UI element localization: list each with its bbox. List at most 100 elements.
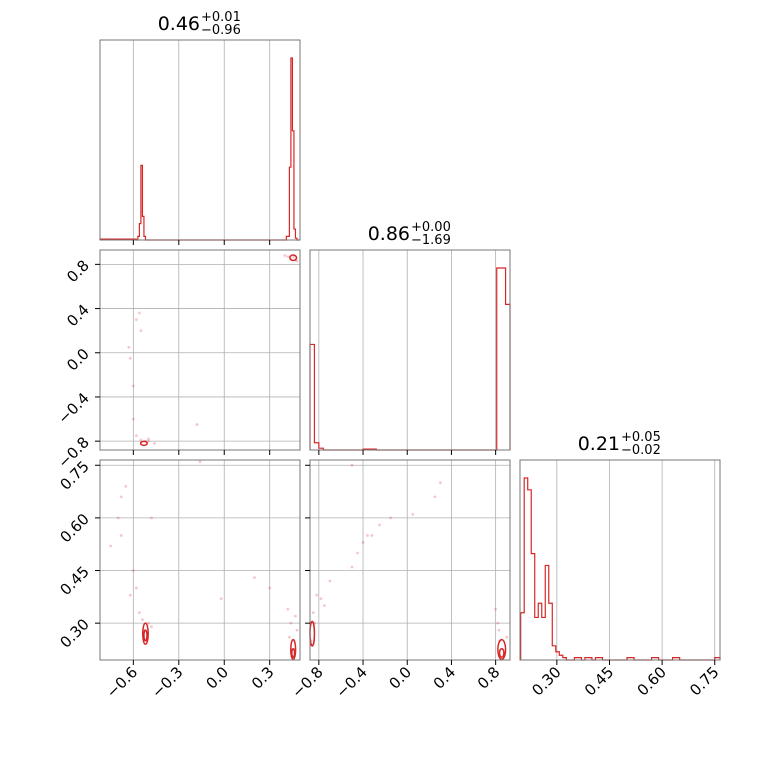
scatter-point xyxy=(150,516,153,520)
y-tick-label: 0.45 xyxy=(56,563,92,599)
scatter-point xyxy=(139,329,143,333)
title-minus-3: −0.02 xyxy=(621,443,661,458)
scatter-point xyxy=(286,607,290,611)
scatter-point xyxy=(370,534,374,537)
scatter-point xyxy=(134,434,138,438)
title-minus-2: −1.69 xyxy=(411,233,451,248)
scatter-point xyxy=(294,614,297,618)
scatter-point xyxy=(139,438,143,442)
scatter-point xyxy=(137,611,141,615)
density-contour xyxy=(497,638,507,661)
scatter-point xyxy=(356,551,359,555)
scatter-point xyxy=(109,544,113,548)
scatter-point xyxy=(315,593,319,597)
density-contour xyxy=(139,440,149,447)
x-tick-label: 0.45 xyxy=(581,663,617,699)
scatter-point xyxy=(322,604,326,608)
scatter-point xyxy=(131,417,135,421)
panel-frame xyxy=(99,459,301,661)
scatter-point xyxy=(119,534,123,537)
panel-frame xyxy=(99,39,301,241)
title-median-2: 0.86 xyxy=(368,223,410,245)
scatter-point xyxy=(287,635,291,639)
x-tick-label: 0.75 xyxy=(686,663,722,699)
x-tick-label: 0.3 xyxy=(248,663,278,693)
scatter-point xyxy=(134,586,138,590)
scatter-point xyxy=(195,423,199,426)
scatter-point xyxy=(283,254,287,257)
scatter-point xyxy=(119,495,123,499)
panel-frame xyxy=(519,459,721,661)
scatter-point xyxy=(378,523,382,527)
density-contour xyxy=(289,254,298,262)
histogram-2 xyxy=(309,267,511,451)
scatter-point xyxy=(131,569,135,572)
density-contour xyxy=(291,648,296,658)
scatter-point xyxy=(350,463,354,467)
scatter-point xyxy=(286,255,290,259)
panel-frame xyxy=(309,249,511,451)
density-contour xyxy=(309,620,316,647)
x-tick-label: −0.6 xyxy=(103,663,141,701)
x-tick-label: 0.8 xyxy=(474,663,504,693)
title-median-3: 0.21 xyxy=(578,433,620,455)
x-tick-label: 0.4 xyxy=(430,663,460,693)
title-plus-2: +0.00 xyxy=(411,220,451,235)
scatter-point xyxy=(124,484,128,488)
x-tick-label: −0.4 xyxy=(332,663,370,701)
x-tick-label: 0.30 xyxy=(528,663,564,699)
scatter-point xyxy=(311,611,315,615)
scatter-point xyxy=(361,541,365,544)
y-tick-label: −0.4 xyxy=(54,389,92,427)
scatter-point xyxy=(150,625,153,629)
scatter-point xyxy=(268,586,272,590)
scatter-point xyxy=(438,481,442,485)
scatter-point xyxy=(131,384,135,388)
histogram-3 xyxy=(520,477,721,661)
density-contour xyxy=(143,629,148,642)
scatter-point xyxy=(116,516,120,520)
y-tick-label: 0.4 xyxy=(63,301,93,331)
scatter-point xyxy=(295,259,299,263)
x-tick-label: 0.0 xyxy=(385,663,415,693)
scatter-point xyxy=(128,593,132,597)
scatter-point xyxy=(137,311,141,315)
title-median-1: 0.46 xyxy=(158,13,200,35)
y-tick-label: 0.8 xyxy=(63,256,93,286)
title-minus-1: −0.96 xyxy=(201,23,241,38)
scatter-point xyxy=(134,318,138,322)
scatter-point xyxy=(147,621,150,625)
scatter-point xyxy=(433,495,437,499)
x-tick-label: 0.60 xyxy=(634,663,670,699)
scatter-point xyxy=(153,441,156,445)
x-tick-label: 0.0 xyxy=(202,663,232,693)
scatter-point xyxy=(289,621,293,625)
scatter-point xyxy=(366,534,369,537)
scatter-point xyxy=(128,356,132,360)
x-tick-label: −0.3 xyxy=(148,663,186,701)
scatter-point xyxy=(494,607,498,611)
y-tick-label: 0.30 xyxy=(56,615,92,651)
scatter-point xyxy=(411,512,415,516)
scatter-point xyxy=(219,597,223,600)
scatter-point xyxy=(328,579,332,583)
title-plus-1: +0.01 xyxy=(201,10,241,25)
title-plus-3: +0.05 xyxy=(621,430,661,445)
y-tick-label: 0.0 xyxy=(63,345,93,375)
scatter-point xyxy=(198,460,202,464)
scatter-point xyxy=(319,597,323,600)
scatter-point xyxy=(141,618,144,622)
density-contour xyxy=(290,638,297,661)
scatter-point xyxy=(505,635,509,639)
scatter-point xyxy=(350,565,354,569)
scatter-point xyxy=(295,628,299,632)
scatter-point xyxy=(147,439,150,443)
panel-frame xyxy=(309,459,511,661)
scatter-point xyxy=(497,628,501,632)
panel-frame xyxy=(99,249,301,451)
scatter-point xyxy=(253,576,256,579)
y-tick-label: 0.60 xyxy=(56,510,92,546)
scatter-point xyxy=(127,345,131,349)
density-contour xyxy=(498,648,505,658)
